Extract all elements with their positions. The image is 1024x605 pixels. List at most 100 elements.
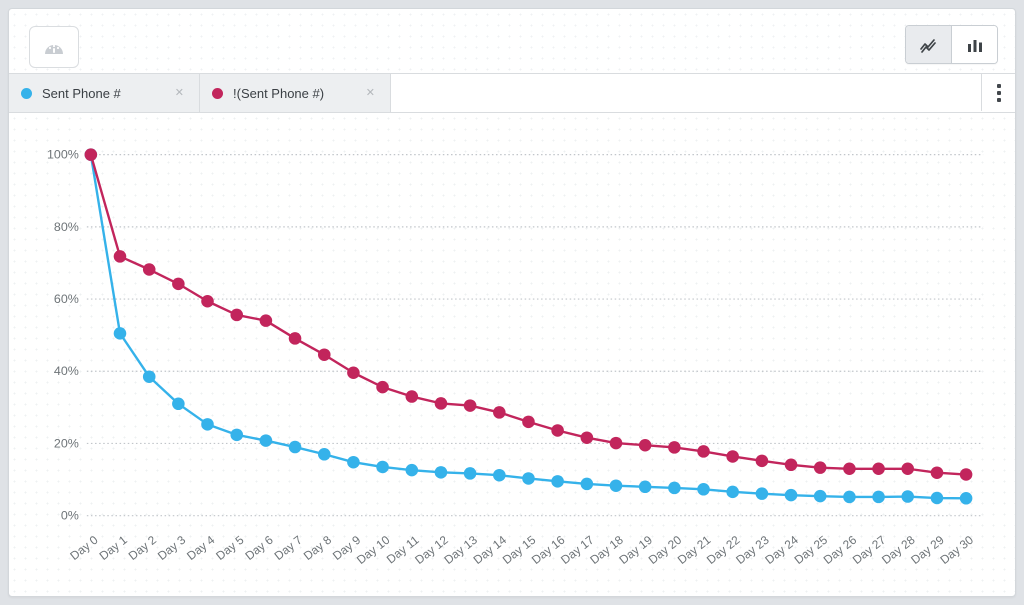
data-point[interactable] [697,445,710,458]
data-point[interactable] [434,466,448,479]
data-point[interactable] [230,428,244,442]
data-point[interactable] [288,332,302,345]
data-point[interactable] [901,490,915,503]
data-point[interactable] [493,468,506,482]
data-point[interactable] [609,436,623,450]
data-point[interactable] [930,466,944,479]
x-axis-label: Day 8 [301,533,335,563]
data-point[interactable] [201,294,214,308]
series-tab-strip: Sent Phone # ✕ !(Sent Phone #) ✕ [9,73,1015,113]
data-point[interactable] [288,440,302,454]
x-axis-label: Day 2 [126,533,160,563]
data-point[interactable] [259,314,273,327]
tab-label: Sent Phone # [42,85,121,101]
x-axis-label: Day 3 [155,533,189,563]
data-point[interactable] [959,468,973,481]
x-axis-label: Day 4 [184,533,218,563]
data-point[interactable] [113,250,127,263]
data-point[interactable] [755,454,769,468]
series-color-dot [212,87,223,99]
data-point[interactable] [697,483,710,496]
retention-chart: 0% 20% 40% 60% 80% 100% Day 0 Day 1 Day 2 Day 3 Da… [9,113,1015,596]
data-point[interactable] [638,439,652,452]
retention-analysis-card: Sent Phone # ✕ !(Sent Phone #) ✕ 0% 20% 40… [8,8,1016,597]
y-axis-label: 0% [61,509,79,523]
x-axis-label: Day 30 [937,533,976,567]
data-point[interactable] [463,467,477,480]
data-point[interactable] [522,472,535,485]
data-point[interactable] [317,348,331,361]
line-chart-icon [919,38,936,53]
data-point[interactable] [872,462,885,476]
data-point[interactable] [113,327,127,340]
tab-label: !(Sent Phone #) [233,85,325,101]
x-axis-label: Day 7 [272,533,306,563]
series-line [89,153,968,500]
data-point[interactable] [376,460,389,474]
data-point[interactable] [668,441,681,454]
chart-type-toggle [905,25,998,64]
chart-toolbar [9,9,1015,73]
x-axis-label: Day 6 [242,533,276,563]
data-point[interactable] [259,434,273,447]
data-point[interactable] [347,455,360,469]
y-axis-label: 100% [47,148,79,162]
data-point[interactable] [784,458,798,472]
data-point[interactable] [84,148,98,161]
data-point[interactable] [405,390,419,403]
data-point[interactable] [843,462,856,476]
data-point[interactable] [551,475,564,488]
tab-not-sent-phone[interactable]: !(Sent Phone #) ✕ [200,74,391,112]
vertical-ellipsis-icon [996,83,1001,88]
y-axis-label: 40% [54,364,79,378]
gauge-icon [45,44,63,54]
data-point[interactable] [959,492,973,505]
data-point[interactable] [580,477,594,491]
data-point[interactable] [668,481,681,495]
data-point[interactable] [755,487,769,500]
data-point[interactable] [813,461,827,474]
data-point[interactable] [405,463,419,477]
data-point[interactable] [843,490,856,504]
data-point[interactable] [580,431,594,444]
data-point[interactable] [522,415,535,429]
data-point[interactable] [317,448,331,461]
x-axis-label: Day 5 [213,533,247,563]
series-color-dot [21,87,32,99]
line-chart-button[interactable] [906,26,951,63]
close-icon[interactable]: ✕ [365,86,375,99]
data-point[interactable] [638,480,652,494]
data-point[interactable] [872,490,885,504]
y-axis-label: 60% [54,292,79,306]
x-axis-label: Day 10 [354,533,393,567]
data-point[interactable] [142,263,156,276]
vertical-ellipsis-icon [996,97,1001,102]
data-point[interactable] [172,277,185,291]
data-point[interactable] [551,424,564,437]
close-icon[interactable]: ✕ [174,86,184,99]
data-point[interactable] [784,488,798,502]
data-point[interactable] [376,380,389,394]
tab-sent-phone[interactable]: Sent Phone # ✕ [9,74,200,112]
data-point[interactable] [901,462,915,476]
data-point[interactable] [230,308,244,322]
more-options-button[interactable] [981,74,1015,111]
data-point[interactable] [930,491,944,505]
data-point[interactable] [172,397,185,411]
data-point[interactable] [609,479,623,492]
data-point[interactable] [201,418,214,431]
bar-chart-button[interactable] [951,26,997,63]
data-point[interactable] [142,370,156,383]
data-point[interactable] [726,485,739,499]
y-axis-label: 20% [54,436,79,450]
data-point[interactable] [493,406,506,419]
bar-chart-icon [967,39,982,52]
y-axis-label: 80% [54,220,79,234]
add-to-dashboard-button[interactable] [29,26,79,68]
data-point[interactable] [726,450,739,463]
data-point[interactable] [434,397,448,410]
data-point[interactable] [463,399,477,412]
data-point[interactable] [347,366,360,379]
data-point[interactable] [813,489,827,503]
